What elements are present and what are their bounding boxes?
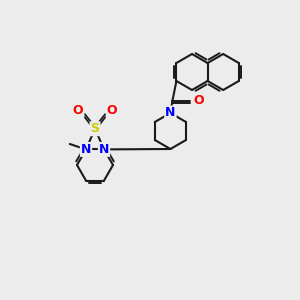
Text: O: O xyxy=(107,104,117,117)
Text: O: O xyxy=(193,94,204,107)
Text: O: O xyxy=(73,104,83,117)
Text: N: N xyxy=(165,106,176,119)
Text: N: N xyxy=(99,143,109,156)
Text: S: S xyxy=(91,122,100,135)
Text: N: N xyxy=(81,143,91,156)
